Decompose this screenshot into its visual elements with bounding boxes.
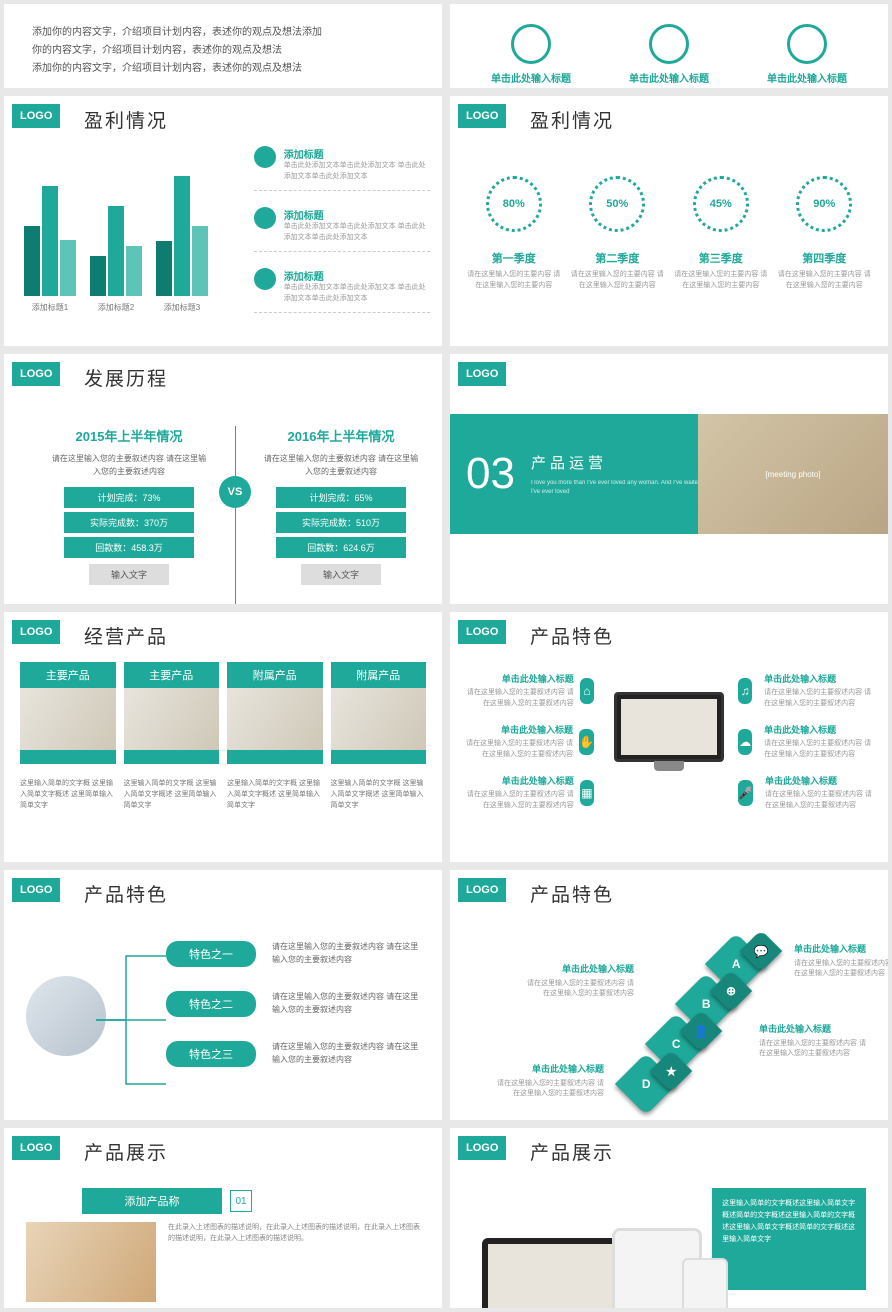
devices-desc: 这里输入简单的文字概述这里输入简单文字概述简单的文字概述这里输入简单的文字概述这…: [712, 1188, 866, 1290]
diamond-stage: A💬B⊕C👤D★单击此处输入标题请在这里输入您的主要叙述内容 请在这里输入您的主…: [474, 932, 888, 972]
feature-col-right: ♫单击此处输入标题请在这里输入您的主要叙述内容 请在这里输入您的主要叙述内容☁单…: [738, 672, 872, 844]
product-card: 主要产品这里输入简单的文字概 这里输入简单文字概述 这里简单输入简单文字: [20, 662, 116, 812]
slide-showcase-devices: LOGO 产品展示 这里输入简单的文字概述这里输入简单文字概述简单的文字概述这里…: [450, 1128, 888, 1308]
logo-badge: LOGO: [12, 362, 60, 386]
feature-monitor: [600, 672, 738, 844]
feature-pill: 特色之二: [166, 991, 256, 1017]
vs-badge: VS: [219, 476, 251, 508]
slide-intro-right: 单击此处输入标题 请在这里输入您的主要叙述内容 请在这里输入您的主要叙述内容 单…: [450, 4, 888, 88]
feature-col-left: 单击此处输入标题请在这里输入您的主要叙述内容 请在这里输入您的主要叙述内容⌂单击…: [466, 672, 600, 844]
slide-title: 发展历程: [84, 364, 168, 391]
product-photo: [331, 688, 427, 750]
intro-text: 添加你的内容文字，介绍项目计划内容，表述你的观点及想法添加 你的内容文字，介绍项…: [16, 16, 430, 86]
branch-lines: [96, 940, 166, 1100]
intro-item-2: 单击此处输入标题 请在这里输入您的主要叙述内容 请在这里输入您的主要叙述内容: [607, 24, 731, 88]
slide-intro-left: 添加你的内容文字，介绍项目计划内容，表述你的观点及想法添加 你的内容文字，介绍项…: [4, 4, 442, 88]
logo-badge: LOGO: [458, 104, 506, 128]
slide-features-monitor: LOGO 产品特色 单击此处输入标题请在这里输入您的主要叙述内容 请在这里输入您…: [450, 612, 888, 862]
logo-badge: LOGO: [458, 362, 506, 386]
feature-pill: 特色之三: [166, 1041, 256, 1067]
slide-profit-quarters: LOGO 盈利情况 80%第一季度请在这里输入您的主要内容 请在这里输入您的主要…: [450, 96, 888, 346]
history-col-2016: 2016年上半年情况 请在这里输入您的主要叙述内容 请在这里输入您的主要叙述内容…: [260, 426, 422, 591]
slide-title: 盈利情况: [530, 106, 614, 133]
feature-icon: ⌂: [580, 678, 594, 704]
logo-badge: LOGO: [12, 878, 60, 902]
slide-profit-bars: LOGO 盈利情况 添加标题1 添加标题2 添加标题3 添加标题单击此处添加文本…: [4, 96, 442, 346]
slide-title: 盈利情况: [84, 106, 168, 133]
list-icon: [254, 146, 276, 168]
product-card: 主要产品这里输入简单的文字概 这里输入简单文字概述 这里简单输入简单文字: [124, 662, 220, 812]
slide-features-diamond: LOGO 产品特色 A💬B⊕C👤D★单击此处输入标题请在这里输入您的主要叙述内容…: [450, 870, 888, 1120]
slide-features-branch: LOGO 产品特色 特色之一请在这里输入您的主要叙述内容 请在这里输入您的主要叙…: [4, 870, 442, 1120]
dotted-circle: 45%: [693, 176, 749, 232]
product-card: 附属产品这里输入简单的文字概 这里输入简单文字概述 这里简单输入简单文字: [331, 662, 427, 812]
product-photo: [124, 688, 220, 750]
dotted-circle: 50%: [589, 176, 645, 232]
slide-title: 经营产品: [84, 622, 168, 649]
slide-products: LOGO 经营产品 主要产品这里输入简单的文字概 这里输入简单文字概述 这里简单…: [4, 612, 442, 862]
dotted-circle: 80%: [486, 176, 542, 232]
monitor-icon: [614, 692, 724, 762]
logo-badge: LOGO: [12, 620, 60, 644]
device-mockups: [472, 1188, 702, 1308]
intro-item-1: 单击此处输入标题 请在这里输入您的主要叙述内容 请在这里输入您的主要叙述内容: [469, 24, 593, 88]
feature-icon: ▦: [580, 780, 594, 806]
logo-badge: LOGO: [458, 1136, 506, 1160]
logo-badge: LOGO: [458, 620, 506, 644]
feature-icon: ♫: [738, 678, 752, 704]
feature-icon: ✋: [579, 729, 594, 755]
circle-icon: [511, 24, 551, 64]
slide-title: 产品特色: [84, 880, 168, 907]
logo-badge: LOGO: [458, 878, 506, 902]
logo-badge: LOGO: [12, 1136, 60, 1160]
product-number: 01: [230, 1190, 252, 1212]
profit-list: 添加标题单击此处添加文本单击此处添加文本 单击此处添加文本单击此处添加文本添加标…: [244, 146, 430, 338]
slide-history: LOGO 发展历程 VS 2015年上半年情况 请在这里输入您的主要叙述内容 请…: [4, 354, 442, 604]
history-col-2015: 2015年上半年情况 请在这里输入您的主要叙述内容 请在这里输入您的主要叙述内容…: [48, 426, 210, 591]
list-icon: [254, 268, 276, 290]
slide-title: 产品特色: [530, 622, 614, 649]
quarter-row: 80%第一季度请在这里输入您的主要内容 请在这里输入您的主要内容50%第二季度请…: [462, 176, 876, 291]
branch-list: 特色之一请在这里输入您的主要叙述内容 请在这里输入您的主要叙述内容特色之二请在这…: [166, 941, 420, 1091]
feature-icon: ☁: [738, 729, 752, 755]
showcase-desc: 在此录入上述图表的描述说明，在此录入上述图表的描述说明，在此录入上述图表的描述说…: [168, 1222, 420, 1302]
slide-grid: 添加你的内容文字，介绍项目计划内容，表述你的观点及想法添加 你的内容文字，介绍项…: [0, 0, 892, 1312]
logo-badge: LOGO: [12, 104, 60, 128]
bar-chart: [16, 146, 141, 296]
dotted-circle: 90%: [796, 176, 852, 232]
section-photo: [meeting photo]: [698, 414, 888, 534]
circle-photo: [26, 976, 106, 1056]
slide-title: 产品特色: [530, 880, 614, 907]
slide-showcase-left: LOGO 产品展示 添加产品称 01 在此录入上述图表的描述说明，在此录入上述图…: [4, 1128, 442, 1308]
circle-icon: [787, 24, 827, 64]
intro-item-3: 单击此处输入标题 请在这里输入您的主要叙述内容 请在这里输入您的主要叙述内容: [745, 24, 869, 88]
circle-icon: [649, 24, 689, 64]
slide-title: 产品展示: [530, 1138, 614, 1165]
product-photo: [20, 688, 116, 750]
slide-section-03: LOGO 03 产品运营 I love you more than I've e…: [450, 354, 888, 604]
showcase-photo: [26, 1222, 156, 1302]
feature-pill: 特色之一: [166, 941, 256, 967]
product-card: 附属产品这里输入简单的文字概 这里输入简单文字概述 这里简单输入简单文字: [227, 662, 323, 812]
divider-line: [235, 426, 236, 604]
bar-labels: 添加标题1 添加标题2 添加标题3: [16, 296, 244, 319]
product-cards: 主要产品这里输入简单的文字概 这里输入简单文字概述 这里简单输入简单文字主要产品…: [16, 662, 430, 812]
feature-icon: 🎤: [738, 780, 753, 806]
slide-title: 产品展示: [84, 1138, 168, 1165]
list-icon: [254, 207, 276, 229]
product-photo: [227, 688, 323, 750]
phone-icon: [682, 1258, 728, 1308]
section-number: 03: [466, 449, 515, 499]
product-name-tag: 添加产品称: [82, 1188, 222, 1214]
